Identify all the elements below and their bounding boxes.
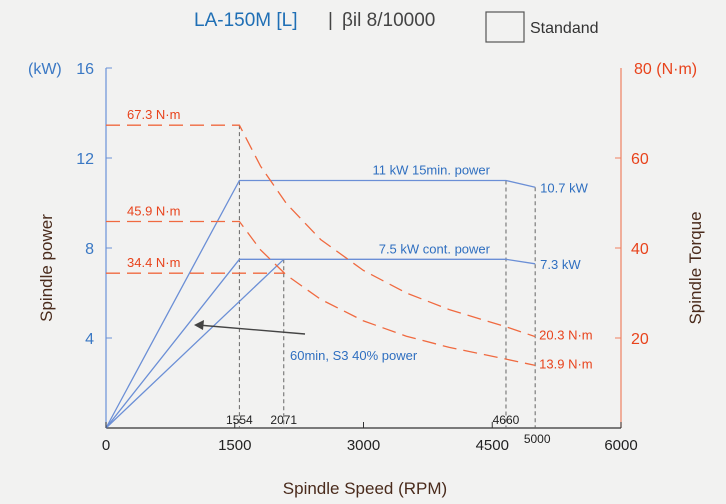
left-tick-label: 12: [76, 151, 94, 168]
left-tick-label: 16: [76, 61, 94, 78]
marker-speed-label: 1554: [226, 413, 253, 427]
marker-speed-label: 4660: [493, 413, 520, 427]
axis-ticks: 4 8 12 16 20 40 60 0 1500 3000 4500 6000 5000 1554 207…: [76, 61, 649, 454]
series-line-1: [105, 258, 536, 429]
torque-end-label: 20.3 N·m: [539, 328, 592, 343]
power-series-label: 7.5 kW cont. power: [379, 241, 491, 256]
x-tick-label-small: 5000: [524, 432, 551, 446]
series-lines: [105, 124, 536, 429]
y-axis-left-title: Spindle power: [37, 214, 56, 322]
title-separator: |: [328, 10, 333, 31]
legend-label: Standand: [530, 20, 599, 37]
x-tick-label: 1500: [218, 437, 251, 454]
right-axis-unit: 80 (N·m): [634, 61, 697, 78]
legend-box-icon: [485, 11, 525, 43]
x-tick-label: 6000: [604, 437, 637, 454]
marker-speed-label: 2071: [270, 413, 297, 427]
s3-arrow-head-icon: [194, 320, 204, 330]
s3-power-label: 60min, S3 40% power: [290, 348, 418, 363]
x-tick-label: 0: [102, 437, 110, 454]
left-tick-label: 8: [85, 241, 94, 258]
series-labels: 10.7 kW 11 kW 15min. power 7.3 kW 7.5 kW co…: [127, 107, 593, 371]
x-axis-title: Spindle Speed (RPM): [283, 479, 447, 498]
series-line-4: [106, 220, 536, 367]
x-tick-label: 3000: [347, 437, 380, 454]
right-tick-label: 20: [631, 331, 649, 348]
series-line-0: [105, 179, 536, 429]
left-axis-unit: (kW): [28, 61, 62, 78]
chart-subtitle: βil 8/10000: [342, 10, 435, 31]
left-tick-label: 4: [85, 331, 94, 348]
power-end-label: 7.3 kW: [540, 257, 581, 272]
power-end-label: 10.7 kW: [540, 180, 588, 195]
torque-start-label: 45.9 N·m: [127, 203, 180, 218]
chart-title: LA-150M [L]: [194, 10, 298, 31]
torque-start-label: 34.4 N·m: [127, 255, 180, 270]
right-tick-label: 60: [631, 151, 649, 168]
series-line-3: [106, 124, 536, 338]
torque-start-label: 67.3 N·m: [127, 107, 180, 122]
x-tick-label: 4500: [476, 437, 509, 454]
right-tick-label: 40: [631, 241, 649, 258]
series-line-2: [105, 258, 285, 429]
torque-end-label: 13.9 N·m: [539, 356, 592, 371]
s3-arrow-line: [197, 324, 306, 335]
power-series-label: 11 kW 15min. power: [372, 163, 490, 178]
y-axis-right-title: Spindle Torque: [686, 211, 705, 324]
speed-markers: [238, 125, 536, 428]
